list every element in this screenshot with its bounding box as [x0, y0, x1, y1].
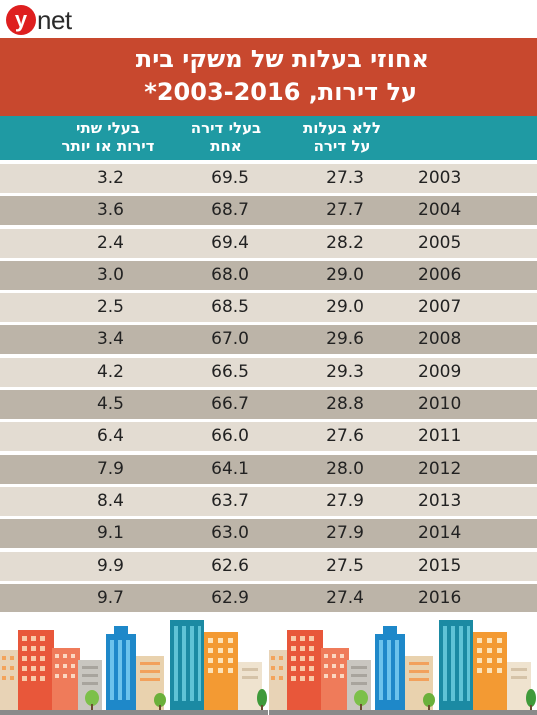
cell-no-apartment: 27.9 — [326, 490, 364, 511]
table-row: 4.5 66.7 28.8 2010 — [0, 390, 537, 420]
cell-one-apartment: 68.5 — [211, 297, 249, 318]
table-header: ללא בעלות על דירה בעלי דירה אחת בעלי שתי… — [0, 116, 537, 160]
cell-two-plus-apartments: 3.4 — [96, 329, 124, 350]
cell-year: 2011 — [418, 426, 462, 447]
cell-one-apartment: 63.0 — [211, 523, 249, 544]
cell-year: 2010 — [418, 394, 462, 415]
cell-no-apartment: 27.7 — [326, 200, 364, 221]
table-row: 9.1 63.0 27.9 2014 — [0, 519, 537, 549]
cell-no-apartment: 28.8 — [326, 394, 364, 415]
cell-no-apartment: 29.6 — [326, 329, 364, 350]
cell-one-apartment: 66.0 — [211, 426, 249, 447]
cell-two-plus-apartments: 9.7 — [96, 587, 124, 608]
city-skyline-illustration — [0, 612, 537, 715]
cell-two-plus-apartments: 7.9 — [96, 458, 124, 479]
table-body: 3.2 69.5 27.3 2003 3.6 68.7 27.7 2004 2.4 69.4 28.… — [0, 164, 537, 616]
ynet-logo: y net — [6, 4, 72, 36]
cell-year: 2012 — [418, 458, 462, 479]
cell-year: 2004 — [418, 200, 462, 221]
table-row: 2.4 69.4 28.2 2005 — [0, 228, 537, 258]
table-row: 8.4 63.7 27.9 2013 — [0, 486, 537, 516]
cell-two-plus-apartments: 3.0 — [96, 264, 124, 285]
cell-two-plus-apartments: 8.4 — [96, 490, 124, 511]
cell-year: 2003 — [418, 168, 462, 188]
ynet-logo-text: net — [37, 4, 72, 35]
cell-one-apartment: 62.9 — [211, 587, 249, 608]
cell-one-apartment: 62.6 — [211, 555, 249, 576]
cell-two-plus-apartments: 6.4 — [96, 426, 124, 447]
cell-one-apartment: 68.7 — [211, 200, 249, 221]
table-row: 9.9 62.6 27.5 2015 — [0, 551, 537, 581]
cell-no-apartment: 29.3 — [326, 361, 364, 382]
cell-no-apartment: 28.0 — [326, 458, 364, 479]
column-header-one-apartment-line1: בעלי דירה — [190, 119, 262, 137]
cell-no-apartment: 27.3 — [326, 168, 364, 188]
column-header-one-apartment-line2: אחת — [210, 137, 242, 155]
column-header-two-plus-apartments: בעלי שתי דירות או יותר — [46, 119, 170, 155]
cell-one-apartment: 63.7 — [211, 490, 249, 511]
column-header-no-apartment-line2: על דירה — [313, 137, 371, 155]
table-row: 3.2 69.5 27.3 2003 — [0, 164, 537, 193]
chart-title-line2: על דירות, 2003-2016* — [144, 78, 417, 106]
column-header-two-plus-line1: בעלי שתי — [76, 119, 140, 137]
cell-year: 2008 — [418, 329, 462, 350]
cell-no-apartment: 27.5 — [326, 555, 364, 576]
column-header-two-plus-line2: דירות או יותר — [61, 137, 155, 155]
title-band: אחוזי בעלות של משקי בית על דירות, 2003-2… — [0, 38, 537, 116]
cell-two-plus-apartments: 9.9 — [96, 555, 124, 576]
cell-year: 2005 — [418, 232, 462, 253]
cell-two-plus-apartments: 2.5 — [96, 297, 124, 318]
table-row: 3.4 67.0 29.6 2008 — [0, 325, 537, 355]
table-row: 2.5 68.5 29.0 2007 — [0, 293, 537, 323]
cell-year: 2006 — [418, 264, 462, 285]
cell-two-plus-apartments: 4.5 — [96, 394, 124, 415]
skyline-svg — [0, 620, 537, 715]
chart-title-line1: אחוזי בעלות של משקי בית — [135, 45, 429, 73]
cell-one-apartment: 69.5 — [211, 168, 249, 188]
cell-two-plus-apartments: 4.2 — [96, 361, 124, 382]
table-row: 9.7 62.9 27.4 2016 — [0, 583, 537, 613]
cell-year: 2014 — [418, 523, 462, 544]
column-header-no-apartment-line1: ללא בעלות — [303, 119, 381, 137]
cell-one-apartment: 66.5 — [211, 361, 249, 382]
cell-no-apartment: 29.0 — [326, 264, 364, 285]
cell-one-apartment: 68.0 — [211, 264, 249, 285]
cell-two-plus-apartments: 3.2 — [96, 168, 124, 188]
table-row: 4.2 66.5 29.3 2009 — [0, 357, 537, 387]
cell-one-apartment: 69.4 — [211, 232, 249, 253]
cell-year: 2009 — [418, 361, 462, 382]
column-header-one-apartment: בעלי דירה אחת — [178, 119, 274, 155]
cell-year: 2007 — [418, 297, 462, 318]
cell-no-apartment: 27.4 — [326, 587, 364, 608]
cell-one-apartment: 66.7 — [211, 394, 249, 415]
cell-year: 2015 — [418, 555, 462, 576]
table-row: 7.9 64.1 28.0 2012 — [0, 454, 537, 484]
table-row: 3.6 68.7 27.7 2004 — [0, 196, 537, 226]
cell-two-plus-apartments: 3.6 — [96, 200, 124, 221]
cell-year: 2013 — [418, 490, 462, 511]
cell-two-plus-apartments: 2.4 — [96, 232, 124, 253]
column-header-no-apartment: ללא בעלות על דירה — [292, 119, 392, 155]
cell-no-apartment: 27.9 — [326, 523, 364, 544]
cell-no-apartment: 29.0 — [326, 297, 364, 318]
cell-no-apartment: 28.2 — [326, 232, 364, 253]
cell-year: 2016 — [418, 587, 462, 608]
cell-one-apartment: 64.1 — [211, 458, 249, 479]
cell-two-plus-apartments: 9.1 — [96, 523, 124, 544]
table-row: 6.4 66.0 27.6 2011 — [0, 422, 537, 452]
cell-no-apartment: 27.6 — [326, 426, 364, 447]
table-row: 3.0 68.0 29.0 2006 — [0, 260, 537, 290]
ynet-logo-mark: y — [6, 5, 36, 35]
cell-one-apartment: 67.0 — [211, 329, 249, 350]
